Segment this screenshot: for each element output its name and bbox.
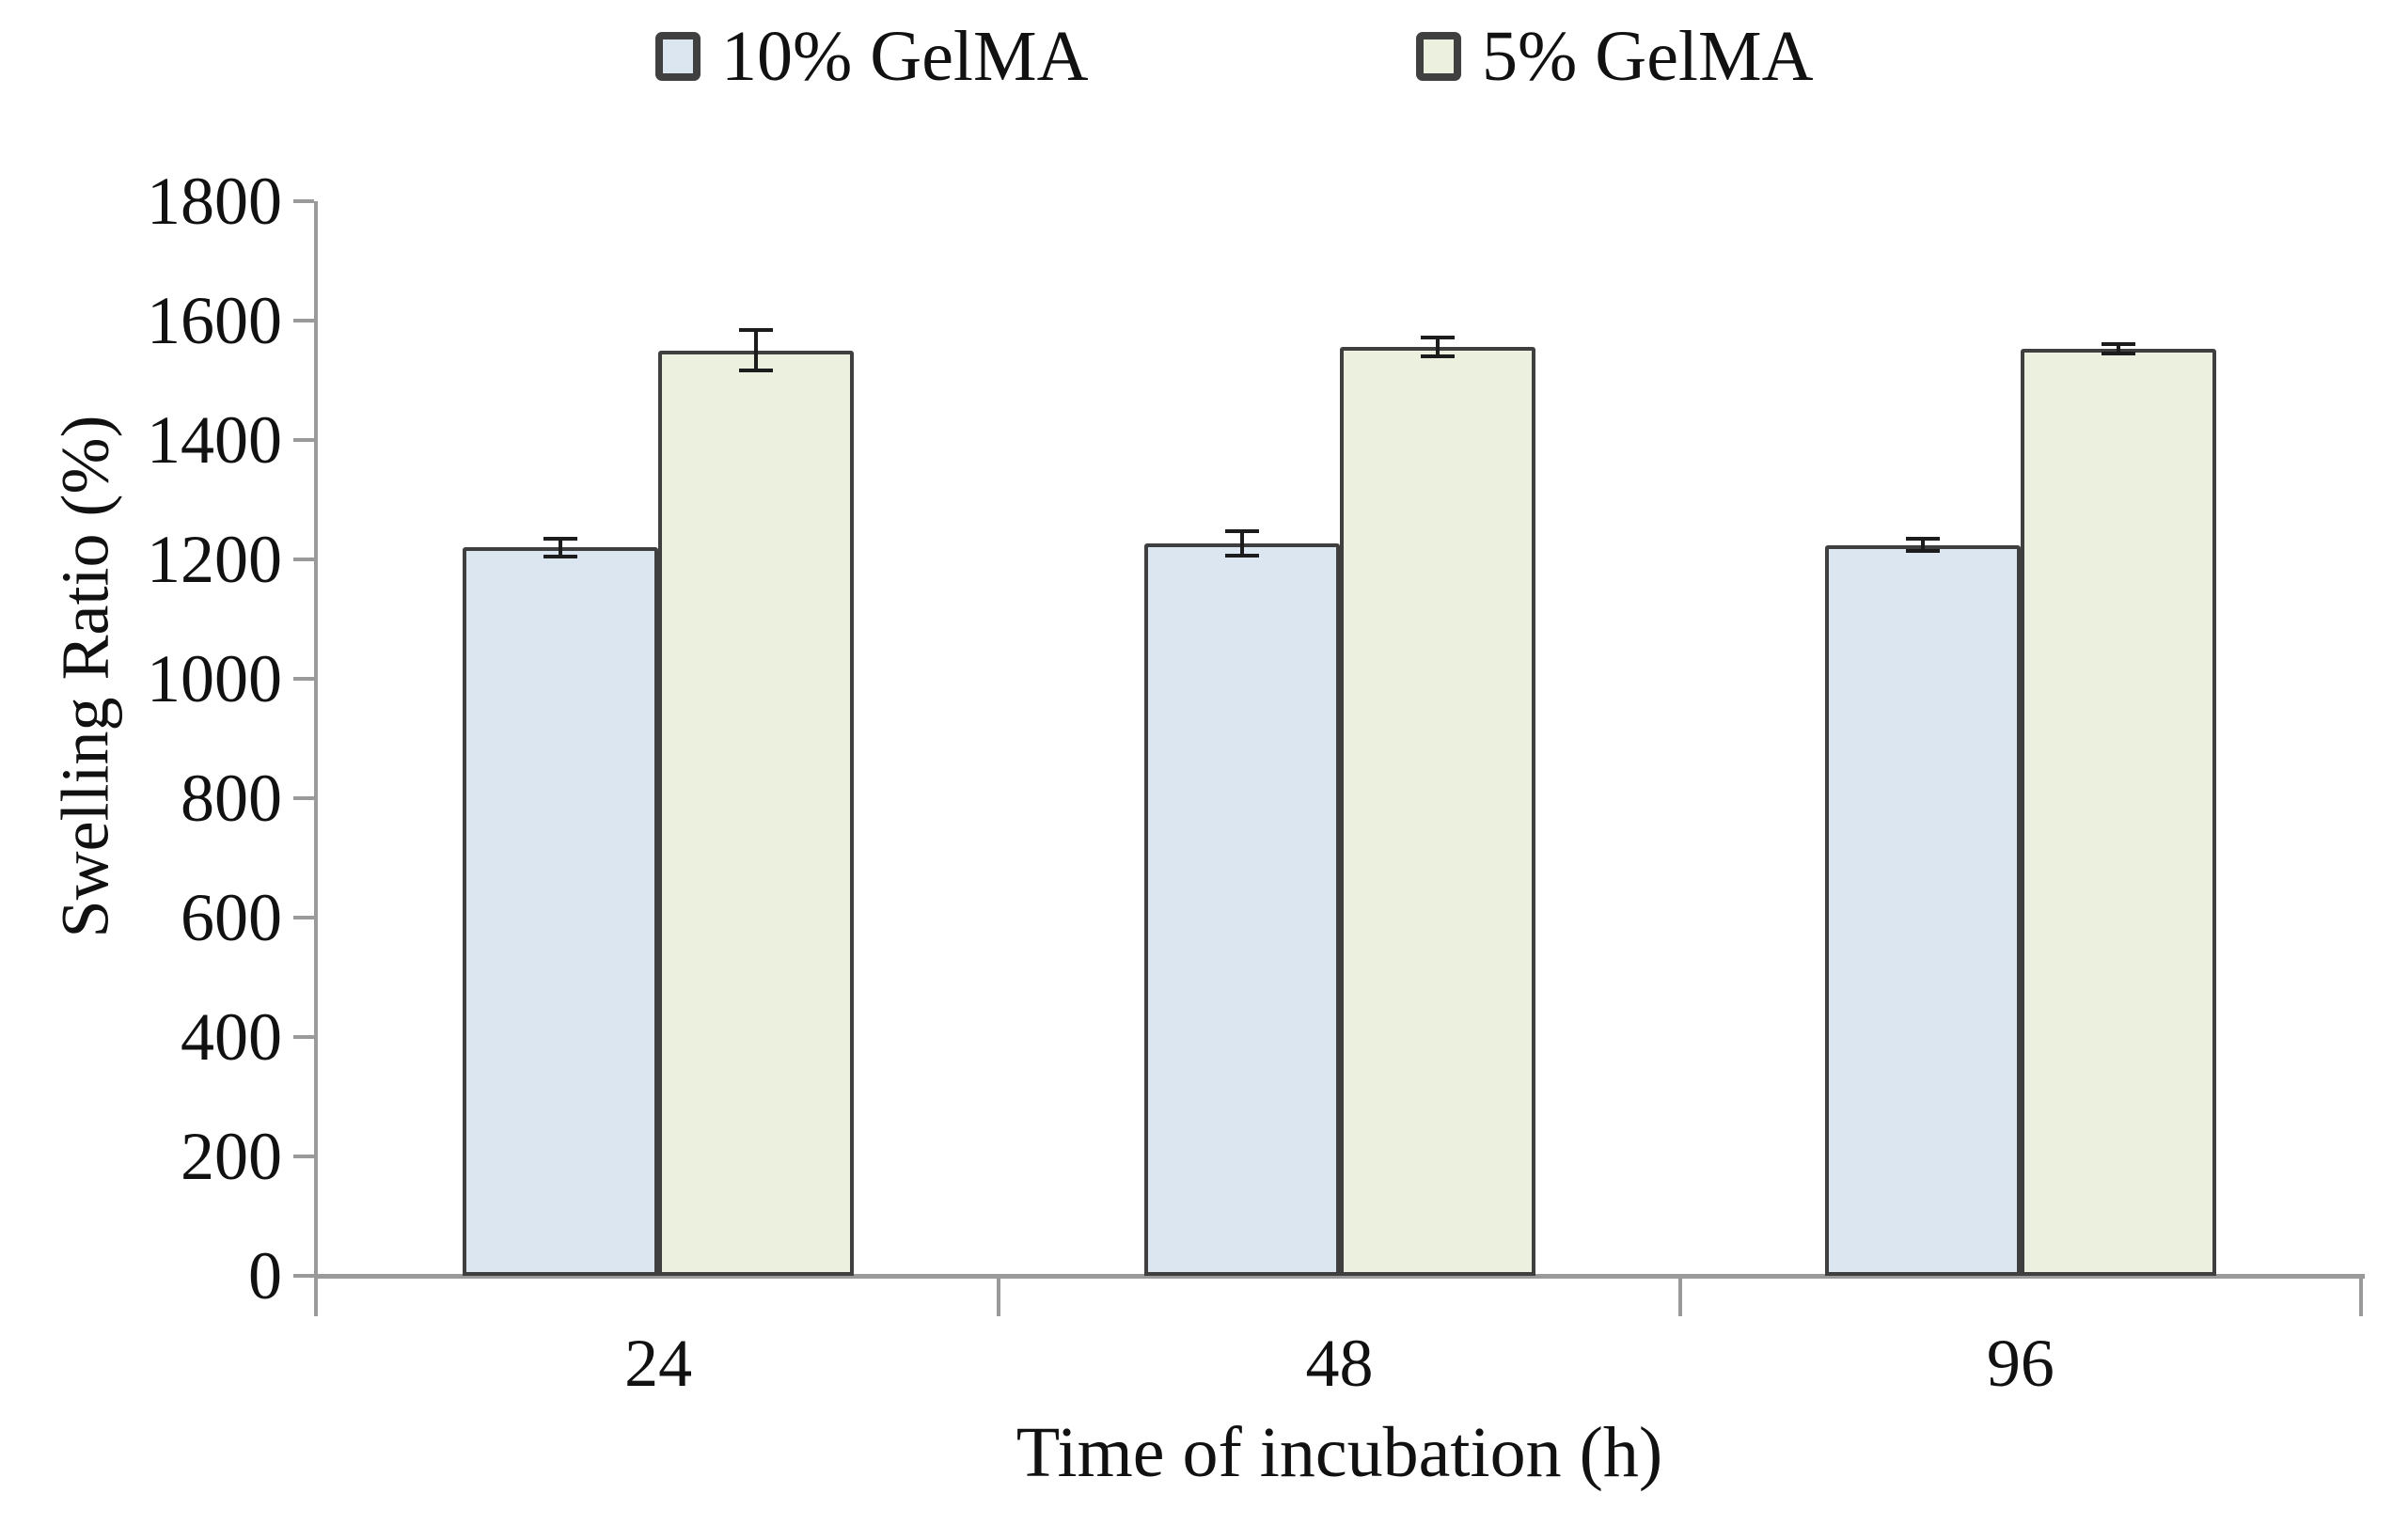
error-bar-5-gelma96h-cap-top bbox=[2101, 341, 2135, 346]
x-boundary-tick-2 bbox=[1677, 1276, 1682, 1316]
bar-5-gelma96h bbox=[2020, 348, 2216, 1276]
legend-item-5-gelma: 5% GelMA bbox=[1416, 13, 1814, 100]
y-tick-label-200: 200 bbox=[181, 1119, 282, 1194]
error-bar-10-gelma24h-line bbox=[559, 538, 563, 557]
bar-5-gelma24h bbox=[658, 350, 855, 1276]
y-axis-line bbox=[314, 201, 318, 1316]
error-bar-10-gelma48h-line bbox=[1239, 531, 1244, 556]
error-bar-5-gelma48h-cap-bottom bbox=[1420, 354, 1455, 359]
y-tick-label-1400: 1400 bbox=[147, 402, 282, 478]
x-category-label-48: 48 bbox=[1305, 1326, 1374, 1401]
y-tick-label-1800: 1800 bbox=[147, 164, 282, 239]
x-boundary-tick-1 bbox=[997, 1276, 1001, 1316]
y-tick-label-1000: 1000 bbox=[147, 641, 282, 716]
x-axis-title: Time of incubation (h) bbox=[1015, 1413, 1663, 1492]
bar-10-gelma96h bbox=[1824, 544, 2021, 1276]
legend-label-5-gelma: 5% GelMA bbox=[1482, 17, 1814, 96]
y-tick-label-1600: 1600 bbox=[147, 283, 282, 358]
legend-label-10-gelma: 10% GelMA bbox=[721, 17, 1089, 96]
y-tick-label-0: 0 bbox=[248, 1238, 282, 1313]
y-tick-0 bbox=[293, 1274, 314, 1278]
legend-swatch-10-gelma-icon bbox=[655, 32, 701, 81]
y-tick-label-1200: 1200 bbox=[147, 522, 282, 597]
error-bar-5-gelma24h-line bbox=[754, 330, 759, 371]
error-bar-10-gelma48h-cap-top bbox=[1224, 529, 1259, 534]
y-tick-800 bbox=[293, 796, 314, 800]
error-bar-5-gelma96h-cap-bottom bbox=[2101, 351, 2135, 355]
x-category-label-96: 96 bbox=[1986, 1326, 2055, 1401]
y-tick-1000 bbox=[293, 677, 314, 681]
error-bar-10-gelma96h-line bbox=[1920, 539, 1925, 552]
y-tick-400 bbox=[293, 1035, 314, 1039]
error-bar-5-gelma48h-line bbox=[1435, 337, 1440, 357]
x-category-label-24: 24 bbox=[624, 1326, 693, 1401]
x-axis-line bbox=[318, 1274, 2365, 1279]
y-tick-label-400: 400 bbox=[181, 999, 282, 1075]
error-bar-10-gelma48h-cap-bottom bbox=[1224, 553, 1259, 558]
legend-item-10-gelma: 10% GelMA bbox=[655, 13, 1089, 100]
y-tick-600 bbox=[293, 916, 314, 919]
error-bar-5-gelma96h-line bbox=[2116, 343, 2120, 354]
error-bar-10-gelma96h-cap-top bbox=[1905, 537, 1940, 542]
y-tick-1200 bbox=[293, 558, 314, 561]
y-tick-200 bbox=[293, 1155, 314, 1158]
error-bar-5-gelma24h-cap-bottom bbox=[739, 369, 774, 373]
y-tick-1800 bbox=[293, 199, 314, 203]
legend-swatch-5-gelma-icon bbox=[1416, 32, 1461, 81]
y-tick-label-800: 800 bbox=[181, 761, 282, 836]
error-bar-10-gelma24h-cap-bottom bbox=[543, 554, 578, 558]
bar-10-gelma48h bbox=[1143, 542, 1340, 1276]
y-tick-1400 bbox=[293, 438, 314, 442]
bar-5-gelma48h bbox=[1339, 346, 1535, 1276]
bar-10-gelma24h bbox=[463, 547, 659, 1276]
error-bar-5-gelma24h-cap-top bbox=[739, 328, 774, 333]
y-tick-1600 bbox=[293, 319, 314, 322]
x-boundary-tick-3 bbox=[2359, 1276, 2363, 1316]
error-bar-10-gelma96h-cap-bottom bbox=[1905, 549, 1940, 554]
error-bar-5-gelma48h-cap-top bbox=[1420, 335, 1455, 339]
error-bar-10-gelma24h-cap-top bbox=[543, 536, 578, 541]
y-tick-label-600: 600 bbox=[181, 880, 282, 955]
